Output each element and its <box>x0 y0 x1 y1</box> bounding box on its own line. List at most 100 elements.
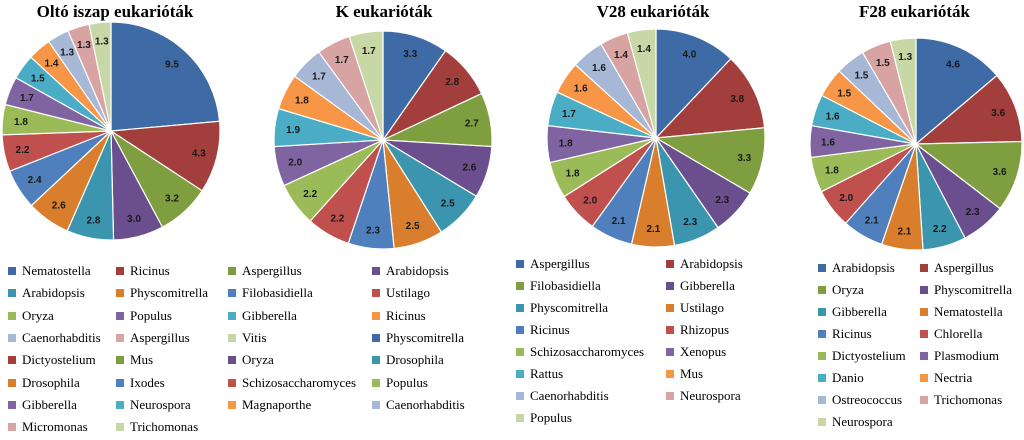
data-label-v28-12: 1.6 <box>592 63 606 74</box>
data-label-f28-8: 1.8 <box>825 165 839 176</box>
legend-swatch <box>116 333 124 342</box>
data-label-v28-4: 2.3 <box>683 217 697 228</box>
legend-swatch <box>116 267 124 275</box>
legend-swatch <box>818 396 826 404</box>
data-label-f28-5: 2.1 <box>897 227 911 238</box>
chart-panel-f28: F28 eukarióták <box>805 0 1024 436</box>
legend-label: Physcomitrella <box>934 282 1012 297</box>
legend-swatch <box>116 289 124 298</box>
legend-swatch <box>920 374 928 382</box>
legend-swatch <box>116 423 124 432</box>
legend-swatch <box>666 326 674 334</box>
pie-slice-v28-0 <box>655 28 732 140</box>
legend-label: Caenorhabditis <box>22 329 101 345</box>
data-label-k-7: 2.2 <box>330 214 344 225</box>
data-label-v28-0: 4.0 <box>682 49 696 60</box>
chart-panel-v28: V28 eukarióták <box>533 0 773 436</box>
data-label-olto-13: 1.3 <box>77 40 91 51</box>
pie-slice-olto-1 <box>109 120 221 192</box>
legend-label: Danio <box>832 370 864 385</box>
data-label-f28-13: 1.5 <box>876 58 890 69</box>
legend-label: Filobasidiella <box>242 285 313 301</box>
legend-swatch <box>920 330 928 338</box>
legend-swatch <box>8 289 16 298</box>
legend-label: Filobasidiella <box>530 278 601 293</box>
legend-swatch <box>818 352 826 360</box>
legend-swatch <box>372 400 380 409</box>
data-label-olto-7: 2.2 <box>16 145 30 156</box>
chart-panel-k: K eukarióták <box>268 0 500 436</box>
data-label-k-9: 2.0 <box>288 158 302 169</box>
legend-swatch <box>666 348 674 356</box>
data-label-v28-5: 2.1 <box>646 224 660 235</box>
legend-label: Ricinus <box>130 263 170 278</box>
data-label-v28-1: 3.8 <box>730 94 744 105</box>
data-label-k-1: 2.8 <box>445 77 459 88</box>
legend-label: Dictyostelium <box>832 348 906 363</box>
data-label-f28-2: 3.6 <box>993 167 1007 178</box>
data-label-f28-14: 1.3 <box>898 52 912 63</box>
chart-title-olto: Oltó iszap eukarióták <box>36 2 194 21</box>
legend-swatch <box>920 264 928 272</box>
data-label-k-2: 2.7 <box>465 118 479 129</box>
legend-label: Oryza <box>22 307 54 323</box>
legend-label: Ustilago <box>680 300 725 315</box>
legend-label: Aspergillus <box>242 263 302 278</box>
data-label-k-11: 1.8 <box>295 95 309 106</box>
legend-swatch <box>818 264 826 272</box>
legend-label: Oryza <box>832 282 864 297</box>
data-label-k-10: 1.9 <box>286 125 300 136</box>
data-label-olto-6: 2.4 <box>28 175 42 186</box>
data-label-f28-7: 2.0 <box>839 193 853 204</box>
data-label-v28-10: 1.7 <box>562 109 576 120</box>
legend-label: Schizosaccharomyces <box>530 344 645 359</box>
legend-label: Physcomitrella <box>530 300 608 315</box>
data-label-v28-9: 1.8 <box>559 139 573 150</box>
data-label-v28-6: 2.1 <box>612 216 626 227</box>
data-label-k-14: 1.7 <box>362 46 376 57</box>
legend-label: Mus <box>680 366 704 381</box>
chart-title-f28: F28 eukarióták <box>859 2 970 21</box>
data-label-f28-3: 2.3 <box>966 207 980 218</box>
legend-swatch <box>920 396 928 404</box>
legend-swatch <box>516 370 524 378</box>
legend-swatch <box>516 414 524 422</box>
legend-label: Mus <box>130 352 154 368</box>
legend-label: Arabidopsis <box>386 263 449 278</box>
legend-label: Caenorhabditis <box>386 396 465 412</box>
legend-swatch <box>920 352 928 360</box>
legend-swatch <box>372 289 380 298</box>
legend-swatch <box>116 378 124 387</box>
legend-swatch <box>818 330 826 338</box>
legend-swatch <box>116 356 124 365</box>
legend-swatch <box>920 286 928 294</box>
legend-label: Xenopus <box>680 344 727 359</box>
legend-label: Drosophila <box>386 352 444 368</box>
legend-label: Schizosaccharomyces <box>242 374 357 390</box>
legend-swatch <box>8 333 16 342</box>
data-label-k-12: 1.7 <box>312 72 326 83</box>
data-label-f28-10: 1.6 <box>826 111 840 122</box>
pie-slice-f28-14 <box>889 37 917 145</box>
legend-swatch <box>228 400 236 409</box>
legend-label: Gibberella <box>832 304 887 319</box>
data-label-olto-0: 9.5 <box>165 60 179 71</box>
pie-slice-k-14 <box>348 30 384 141</box>
chart-title-v28: V28 eukarióták <box>596 2 710 21</box>
legend-swatch <box>666 282 674 290</box>
data-label-olto-8: 1.8 <box>14 117 28 128</box>
data-label-f28-1: 3.6 <box>991 108 1005 119</box>
legend-label: Neurospora <box>832 414 893 429</box>
legend-swatch <box>116 400 124 409</box>
data-label-k-3: 2.6 <box>462 162 476 173</box>
legend-swatch <box>516 348 524 356</box>
data-label-k-5: 2.5 <box>406 221 420 232</box>
data-label-olto-10: 1.5 <box>31 73 45 84</box>
legend-label: Nematostella <box>934 304 1003 319</box>
legend-swatch <box>516 326 524 334</box>
data-label-f28-4: 2.2 <box>933 224 947 235</box>
legend-label: Aspergillus <box>530 256 590 271</box>
legend-swatch <box>666 304 674 312</box>
data-label-f28-0: 4.6 <box>946 60 960 71</box>
legend-label: Micromonas <box>22 419 88 435</box>
